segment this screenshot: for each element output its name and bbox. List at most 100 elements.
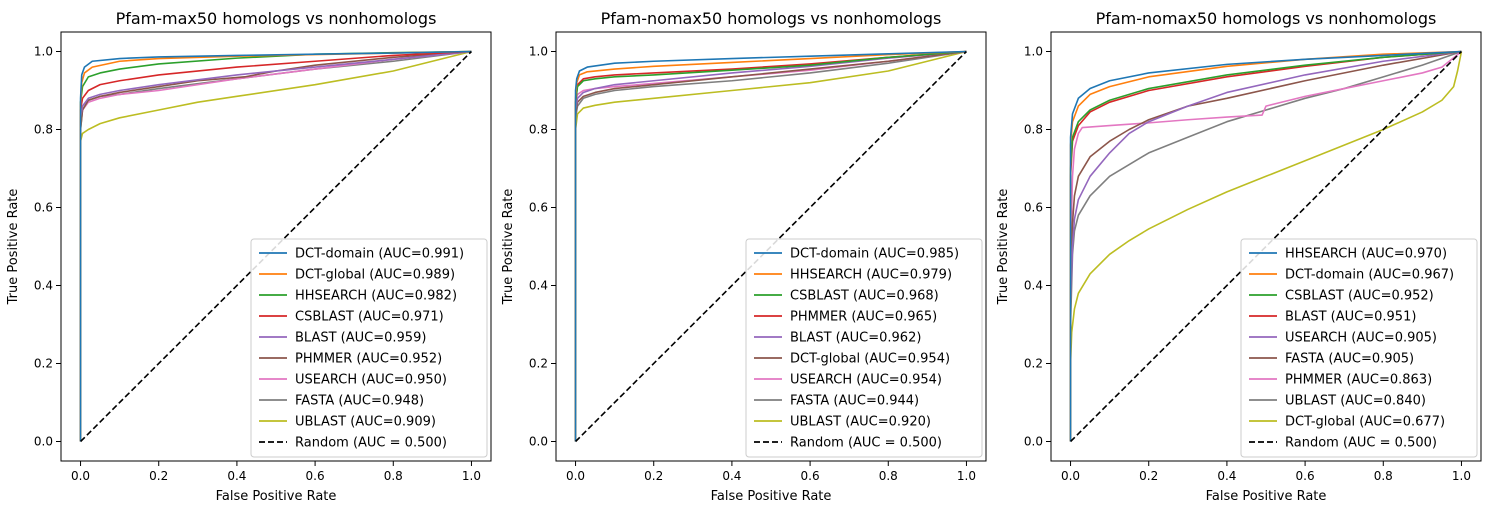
x-tick-label: 0.4 [722,469,741,483]
legend-label: DCT-global (AUC=0.954) [790,352,950,367]
roc-curve-1 [79,50,472,442]
x-tick-label: 0.8 [1374,469,1393,483]
x-tick-label: 0.2 [644,469,663,483]
legend-box [1240,238,1478,458]
x-tick-label: 0.2 [1139,469,1158,483]
legend-label: FASTA (AUC=0.948) [295,394,424,409]
legend-label: HHSEARCH (AUC=0.982) [295,289,457,304]
x-tick-label: 0.6 [1296,469,1315,483]
legend-label: DCT-domain (AUC=0.985) [790,247,959,262]
random-baseline-line [79,50,473,443]
y-axis-label: True Positive Rate [6,189,21,306]
y-axis-label: True Positive Rate [996,189,1011,306]
roc-curve-7 [1069,50,1462,442]
roc-curve-5 [574,50,967,442]
plot-frame [555,31,987,462]
legend-label: BLAST (AUC=0.962) [790,331,921,346]
legend-label: USEARCH (AUC=0.905) [1285,331,1437,346]
y-axis-label: True Positive Rate [501,189,516,306]
x-tick-label: 0.6 [306,469,325,483]
legend-label: UBLAST (AUC=0.909) [295,415,436,430]
roc-curve-3 [574,50,967,442]
roc-curve-6 [1069,50,1462,442]
legend-label: Random (AUC = 0.500) [790,436,942,451]
legend-label: HHSEARCH (AUC=0.970) [1285,247,1447,262]
legend-label: FASTA (AUC=0.905) [1285,352,1414,367]
legend-label: PHMMER (AUC=0.965) [790,310,937,325]
y-tick-label: 0.4 [529,279,548,293]
roc-curve-1 [1069,50,1462,442]
legend-label: BLAST (AUC=0.951) [1285,310,1416,325]
x-tick-label: 0.6 [801,469,820,483]
chart-panel-2: Pfam-nomax50 homologs vs nonhomologs 0.0 0… [501,9,987,504]
chart-title: Pfam-nomax50 homologs vs nonhomologs [601,9,942,28]
y-tick-label: 0.2 [34,357,53,371]
random-baseline-line [1069,50,1463,443]
legend: HHSEARCH (AUC=0.970) DCT-domain (AUC=0.96… [1240,238,1478,458]
roc-curve-4 [79,50,472,442]
y-tick-label: 0.6 [34,201,53,215]
x-tick-label: 0.0 [566,469,585,483]
roc-curve-1 [574,50,967,442]
x-tick-label: 0.8 [879,469,898,483]
y-tick-label: 0.4 [34,279,53,293]
chart-title: Pfam-nomax50 homologs vs nonhomologs [1096,9,1437,28]
y-tick-label: 0.6 [1024,201,1043,215]
plot-frame [60,31,492,462]
x-tick-label: 0.4 [1217,469,1236,483]
legend-label: PHMMER (AUC=0.863) [1285,373,1432,388]
random-baseline-line [574,50,968,443]
legend-label: CSBLAST (AUC=0.952) [1285,289,1434,304]
legend-label: DCT-global (AUC=0.677) [1285,415,1445,430]
series-lines [574,50,968,443]
legend-label: DCT-domain (AUC=0.967) [1285,268,1454,283]
y-tick-label: 1.0 [529,45,548,59]
x-tick-label: 0.0 [71,469,90,483]
legend-label: BLAST (AUC=0.959) [295,331,426,346]
roc-curve-9 [574,50,967,442]
y-tick-label: 0.8 [529,123,548,137]
x-tick-label: 0.2 [149,469,168,483]
legend-label: DCT-global (AUC=0.989) [295,268,455,283]
x-tick-label: 0.0 [1061,469,1080,483]
y-tick-label: 0.2 [529,357,548,371]
legend-label: UBLAST (AUC=0.920) [790,415,931,430]
x-tick-label: 1.0 [1452,469,1471,483]
legend: DCT-domain (AUC=0.985) HHSEARCH (AUC=0.97… [745,238,983,458]
y-tick-label: 1.0 [34,45,53,59]
legend-label: Random (AUC = 0.500) [295,436,447,451]
y-tick-label: 0.0 [1024,435,1043,449]
x-axis-label: False Positive Rate [216,489,337,504]
chart-panel-3: Pfam-nomax50 homologs vs nonhomologs 0.0 0… [996,9,1482,504]
y-tick-label: 0.0 [34,435,53,449]
plot-frame [1050,31,1482,462]
series-lines [1069,50,1463,443]
y-tick-label: 1.0 [1024,45,1043,59]
y-tick-label: 0.0 [529,435,548,449]
legend-label: USEARCH (AUC=0.950) [295,373,447,388]
legend-label: PHMMER (AUC=0.952) [295,352,442,367]
y-tick-label: 0.4 [1024,279,1043,293]
legend-label: FASTA (AUC=0.944) [790,394,919,409]
y-tick-label: 0.2 [1024,357,1043,371]
x-tick-label: 0.8 [384,469,403,483]
roc-curve-9 [1069,51,1463,442]
y-tick-label: 0.6 [529,201,548,215]
legend-label: HHSEARCH (AUC=0.979) [790,268,952,283]
x-tick-label: 0.4 [227,469,246,483]
legend-label: USEARCH (AUC=0.954) [790,373,942,388]
legend-label: DCT-domain (AUC=0.991) [295,247,464,262]
legend-label: UBLAST (AUC=0.840) [1285,394,1426,409]
chart-title: Pfam-max50 homologs vs nonhomologs [116,9,437,28]
chart-panel-1: Pfam-max50 homologs vs nonhomologs 0.0 0.2… [6,9,492,504]
y-tick-label: 0.8 [34,123,53,137]
legend-label: Random (AUC = 0.500) [1285,436,1437,451]
x-tick-label: 1.0 [957,469,976,483]
x-axis-label: False Positive Rate [1206,489,1327,504]
series-lines [79,50,473,443]
roc-curve-5 [79,50,472,442]
legend-box [745,238,983,458]
legend-label: CSBLAST (AUC=0.968) [790,289,939,304]
legend-box [250,238,488,458]
